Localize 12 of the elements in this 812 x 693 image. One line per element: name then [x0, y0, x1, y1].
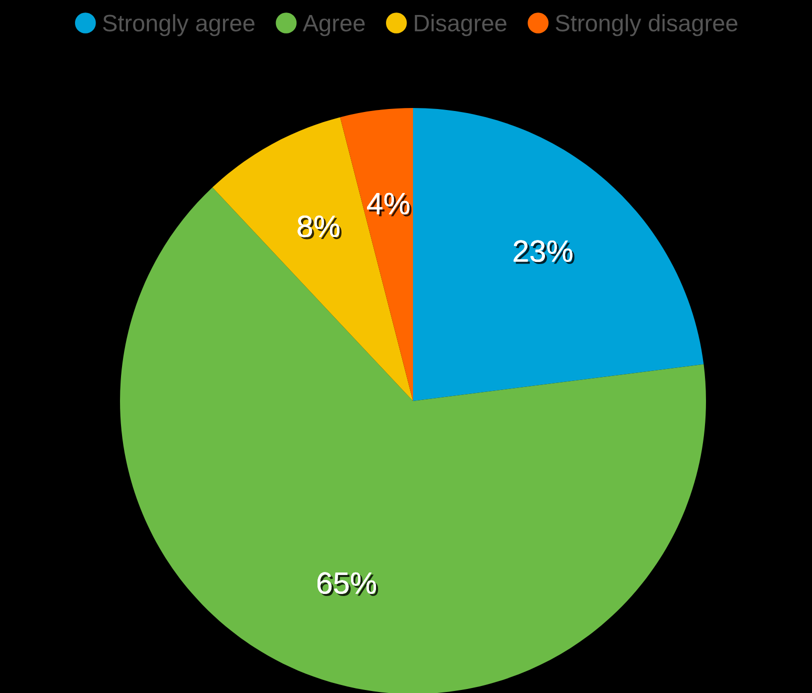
pie-slice [212, 117, 413, 401]
legend-label: Disagree [414, 14, 506, 36]
legend-label: Agree [302, 15, 365, 36]
pie-slice [340, 108, 413, 401]
data-label: 65% [317, 572, 378, 596]
pie-slice [120, 187, 706, 693]
legend-label: Strongly agree [103, 14, 254, 36]
data-label: 8% [298, 216, 342, 240]
data-label: 23% [514, 240, 574, 264]
legend-label: Strongly disagree [556, 14, 738, 36]
pie-slice [413, 108, 704, 401]
data-label: 4% [367, 192, 412, 216]
